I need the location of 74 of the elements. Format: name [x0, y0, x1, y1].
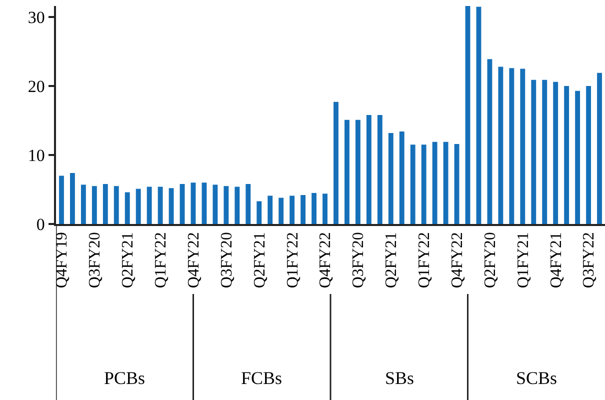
bar	[59, 176, 64, 224]
x-tick-label: Q2FY21	[383, 232, 400, 288]
bar	[531, 80, 536, 224]
bar	[92, 186, 97, 224]
x-tick-label: Q4FY22	[185, 232, 202, 288]
x-tick-label: Q3FY20	[218, 232, 236, 288]
bar	[564, 86, 570, 224]
x-tick-label: Q3FY22	[580, 232, 598, 288]
bar	[355, 120, 360, 224]
bar	[487, 59, 492, 224]
bar	[300, 195, 306, 224]
bar	[180, 184, 185, 224]
bar	[454, 144, 460, 224]
bar	[212, 184, 218, 224]
bar	[168, 188, 174, 224]
bar	[102, 184, 108, 224]
x-tick-label: Q1FY21	[514, 232, 532, 288]
bar	[70, 172, 75, 224]
x-tick-label: Q4FY22	[317, 232, 334, 288]
bar	[542, 80, 548, 224]
y-tick-label: 20	[28, 76, 45, 96]
bar	[256, 201, 262, 224]
x-tick-label: Q2FY21	[251, 232, 268, 288]
bar	[498, 66, 504, 224]
bar	[399, 132, 404, 224]
bar	[202, 182, 207, 224]
x-tick-label: Q1FY22	[152, 232, 170, 288]
bar	[575, 90, 580, 224]
x-tick-label: Q4FY22	[448, 232, 466, 288]
bar	[124, 192, 130, 224]
bar	[388, 132, 394, 224]
bar	[432, 142, 438, 224]
bar	[410, 144, 416, 224]
text: PCBs	[104, 368, 146, 388]
bar	[476, 6, 482, 224]
bar	[366, 115, 372, 224]
x-tick-label: Q3FY20	[350, 232, 368, 288]
bar	[146, 186, 152, 224]
bar	[114, 186, 119, 224]
y-tick-label: 10	[28, 146, 45, 165]
bar	[312, 192, 316, 224]
bar	[268, 196, 273, 224]
bar	[597, 72, 602, 224]
bar	[443, 142, 448, 224]
bar	[334, 102, 338, 224]
bar	[421, 144, 426, 224]
bar	[322, 194, 328, 224]
bar	[586, 86, 591, 224]
y-tick-label: 30	[28, 8, 45, 27]
bar	[224, 186, 229, 224]
x-tick-label: Q3FY20	[86, 232, 104, 288]
bar	[158, 186, 163, 224]
x-tick-label: Q1FY22	[284, 232, 302, 288]
bar	[234, 186, 240, 224]
text: FCBs	[241, 368, 282, 388]
text: SCBs	[516, 368, 558, 388]
text: SBs	[385, 368, 414, 388]
x-tick-label: Q2FY21	[120, 232, 137, 288]
bar	[509, 68, 514, 224]
bar	[246, 184, 251, 224]
bar	[190, 182, 196, 224]
bar	[465, 6, 470, 224]
bar	[136, 188, 141, 224]
bar	[80, 184, 86, 224]
bar	[377, 115, 382, 224]
bar	[520, 68, 526, 224]
y-tick-label: 0	[36, 214, 45, 234]
bar	[290, 196, 295, 224]
bar	[344, 120, 350, 224]
bar	[553, 82, 558, 224]
x-tick-label: Q2FY20	[482, 232, 499, 288]
bar	[278, 198, 284, 224]
x-tick-label: Q1FY22	[416, 232, 434, 288]
x-tick-label: Q4FY21	[548, 232, 565, 288]
